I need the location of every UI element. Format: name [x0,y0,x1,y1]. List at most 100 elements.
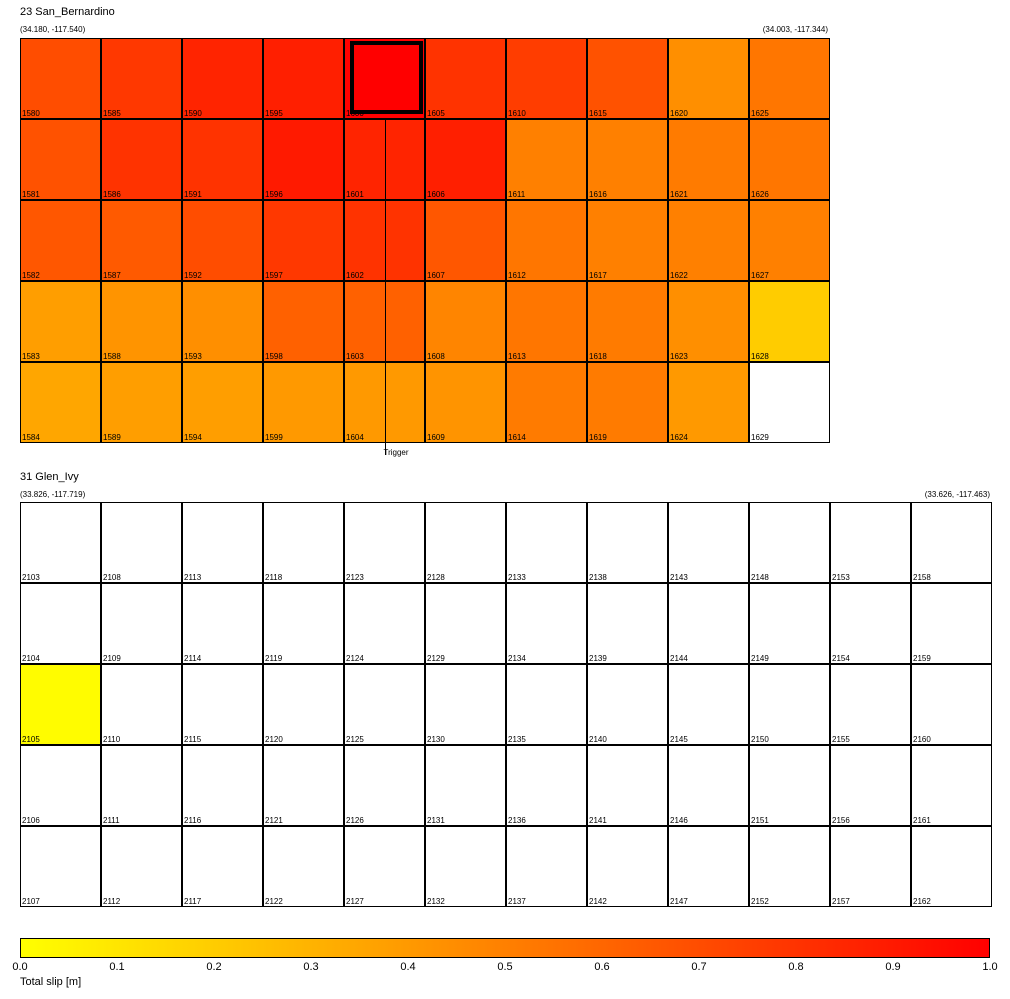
patch-1615: 1615 [587,38,668,119]
patch-1599: 1599 [263,362,344,443]
patch-2126: 2126 [344,745,425,826]
patch-label: 2159 [913,654,931,663]
patch-2141: 2141 [587,745,668,826]
patch-label: 2132 [427,897,445,906]
patch-label: 1622 [670,271,688,280]
patch-1588: 1588 [101,281,182,362]
patch-2131: 2131 [425,745,506,826]
colorbar-tick-label: 0.5 [497,961,513,973]
patch-label: 2145 [670,735,688,744]
patch-2114: 2114 [182,583,263,664]
patch-label: 1625 [751,109,769,118]
patch-label: 1610 [508,109,526,118]
patch-label: 2125 [346,735,364,744]
patch-label: 1584 [22,433,40,442]
patch-1581: 1581 [20,119,101,200]
patch-2108: 2108 [101,502,182,583]
colorbar-tick-label: 0.7 [691,961,707,973]
patch-label: 2137 [508,897,526,906]
patch-label: 2154 [832,654,850,663]
fault-grid-glen-ivy: 2103 2104 2105 2106 2107 2108 2109 2110 2111 2112… [20,502,992,907]
patch-1608: 1608 [425,281,506,362]
patch-label: 1607 [427,271,445,280]
patch-2129: 2129 [425,583,506,664]
patch-label: 2109 [103,654,121,663]
patch-label: 1627 [751,271,769,280]
patch-label: 1613 [508,352,526,361]
patch-1596: 1596 [263,119,344,200]
patch-1585: 1585 [101,38,182,119]
patch-2161: 2161 [911,745,992,826]
patch-label: 2126 [346,816,364,825]
patch-label: 1588 [103,352,121,361]
patch-label: 2110 [103,735,121,744]
patch-label: 1589 [103,433,121,442]
patch-2152: 2152 [749,826,830,907]
patch-2118: 2118 [263,502,344,583]
patch-2138: 2138 [587,502,668,583]
patch-2134: 2134 [506,583,587,664]
patch-2132: 2132 [425,826,506,907]
patch-1592: 1592 [182,200,263,281]
colorbar [20,938,990,958]
patch-1580: 1580 [20,38,101,119]
patch-2149: 2149 [749,583,830,664]
patch-1613: 1613 [506,281,587,362]
patch-label: 1586 [103,190,121,199]
patch-label: 2158 [913,573,931,582]
patch-1595: 1595 [263,38,344,119]
patch-1590: 1590 [182,38,263,119]
hypocenter-patch-outline [350,41,423,114]
patch-2111: 2111 [101,745,182,826]
patch-label: 1592 [184,271,202,280]
fault-grid-san-bernardino: 1580 1581 1582 1583 1584 1585 1586 1587 1588 1589… [20,38,830,443]
patch-label: 1602 [346,271,364,280]
patch-label: 1581 [22,190,40,199]
patch-1609: 1609 [425,362,506,443]
patch-label: 1583 [22,352,40,361]
patch-label: 2152 [751,897,769,906]
patch-label: 2113 [184,573,202,582]
patch-label: 2161 [913,816,931,825]
patch-2153: 2153 [830,502,911,583]
patch-label: 1601 [346,190,364,199]
patch-label: 2115 [184,735,202,744]
patch-2112: 2112 [101,826,182,907]
patch-label: 2107 [22,897,40,906]
patch-2133: 2133 [506,502,587,583]
colorbar-tick-label: 0.3 [303,961,319,973]
patch-label: 1591 [184,190,202,199]
patch-label: 2134 [508,654,526,663]
patch-label: 1587 [103,271,121,280]
colorbar-tick-label: 0.1 [109,961,125,973]
patch-2147: 2147 [668,826,749,907]
patch-label: 2121 [265,816,283,825]
patch-label: 2157 [832,897,850,906]
patch-label: 2146 [670,816,688,825]
patch-2104: 2104 [20,583,101,664]
patch-2106: 2106 [20,745,101,826]
patch-label: 1615 [589,109,607,118]
patch-label: 2148 [751,573,769,582]
patch-1582: 1582 [20,200,101,281]
colorbar-tick-label: 1.0 [982,961,998,973]
patch-1618: 1618 [587,281,668,362]
patch-2162: 2162 [911,826,992,907]
patch-2143: 2143 [668,502,749,583]
patch-2148: 2148 [749,502,830,583]
patch-label: 2112 [103,897,121,906]
colorbar-tick-label: 0.0 [12,961,28,973]
trigger-marker-line [384,119,386,455]
patch-1583: 1583 [20,281,101,362]
panel-title-glen-ivy: 31 Glen_Ivy [20,471,79,483]
patch-2113: 2113 [182,502,263,583]
patch-label: 2114 [184,654,202,663]
patch-2121: 2121 [263,745,344,826]
patch-2159: 2159 [911,583,992,664]
colorbar-label: Total slip [m] [20,976,82,988]
patch-1611: 1611 [506,119,587,200]
patch-label: 1608 [427,352,445,361]
colorbar-tick-label: 0.2 [206,961,222,973]
patch-1591: 1591 [182,119,263,200]
patch-label: 1618 [589,352,607,361]
